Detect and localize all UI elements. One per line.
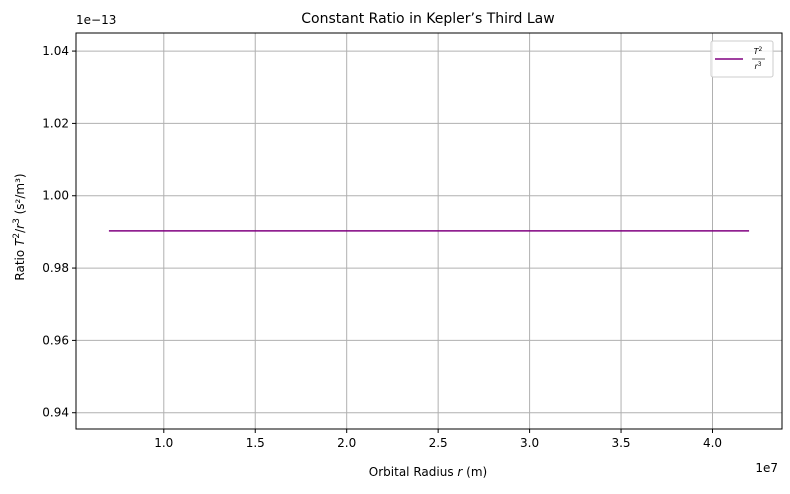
x-tick-label: 3.0: [520, 436, 539, 450]
ticks-layer: 1.0 1.5 2.0 2.5 3.0 3.5 4.0 0.94 0.96 0.98 1.00 1.0…: [42, 44, 722, 450]
chart-title: Constant Ratio in Kepler’s Third Law: [301, 11, 554, 27]
x-axis-label: Orbital Radius r (m): [369, 465, 487, 479]
x-tick-label: 4.0: [703, 436, 722, 450]
y-tick-label: 0.94: [42, 406, 69, 420]
plot-frame: [75, 32, 783, 430]
x-tick-label: 3.5: [611, 436, 630, 450]
y-tick-label: 1.00: [42, 189, 69, 203]
legend-numerator: T2: [754, 46, 763, 56]
y-axis-offset-label: 1e−13: [76, 13, 116, 27]
y-tick-label: 0.98: [42, 261, 69, 275]
legend-denominator: r3: [754, 61, 761, 71]
legend: T2 r3: [710, 40, 774, 78]
y-tick-label: 1.02: [42, 116, 69, 130]
x-tick-label: 1.5: [246, 436, 265, 450]
x-axis-offset-label: 1e7: [755, 461, 778, 475]
x-tick-label: 2.5: [429, 436, 448, 450]
x-tick-label: 1.0: [154, 436, 173, 450]
y-tick-label: 0.96: [42, 333, 69, 347]
y-tick-label: 1.04: [42, 44, 69, 58]
x-tick-label: 2.0: [337, 436, 356, 450]
y-axis-label: Ratio T2/r3 (s²/m³): [12, 173, 27, 280]
